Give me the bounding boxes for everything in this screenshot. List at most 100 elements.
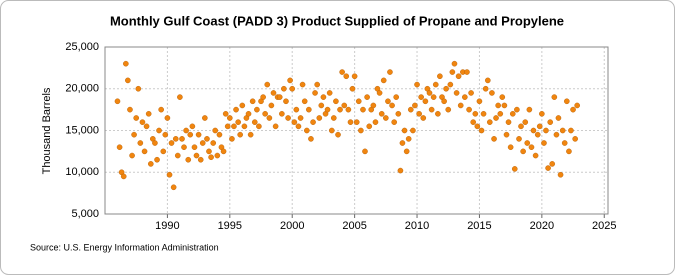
point bbox=[353, 119, 360, 125]
point bbox=[514, 106, 520, 113]
point bbox=[224, 123, 231, 130]
point bbox=[462, 94, 468, 100]
point bbox=[162, 131, 169, 138]
point bbox=[430, 94, 437, 100]
point bbox=[412, 102, 418, 109]
point bbox=[330, 115, 337, 121]
point bbox=[168, 140, 175, 146]
point bbox=[407, 106, 414, 113]
point bbox=[172, 136, 179, 142]
point bbox=[199, 140, 206, 146]
point bbox=[451, 60, 458, 67]
point bbox=[214, 152, 221, 159]
y-tick-label: 5,000 bbox=[71, 208, 99, 220]
point bbox=[222, 111, 229, 117]
point bbox=[470, 119, 477, 125]
point bbox=[391, 119, 397, 125]
point bbox=[133, 115, 140, 121]
point bbox=[283, 98, 289, 105]
point bbox=[249, 98, 256, 105]
point bbox=[358, 127, 364, 134]
point bbox=[216, 131, 223, 138]
point bbox=[285, 115, 291, 121]
x-tick-label: 2025 bbox=[592, 220, 616, 232]
point bbox=[239, 102, 246, 109]
point bbox=[518, 123, 524, 130]
point bbox=[420, 115, 427, 121]
point bbox=[231, 123, 237, 130]
point bbox=[210, 140, 217, 146]
point bbox=[195, 131, 202, 138]
point bbox=[485, 77, 491, 84]
point bbox=[437, 73, 443, 80]
point bbox=[193, 152, 200, 159]
point bbox=[507, 144, 514, 150]
point bbox=[179, 136, 185, 142]
point bbox=[414, 81, 420, 88]
point bbox=[312, 90, 318, 96]
point bbox=[399, 140, 406, 146]
point bbox=[449, 69, 456, 75]
point bbox=[318, 102, 325, 109]
point bbox=[135, 85, 142, 92]
x-tick-label: 2015 bbox=[467, 220, 491, 232]
point bbox=[526, 106, 533, 113]
point bbox=[480, 111, 487, 117]
point bbox=[337, 106, 343, 113]
chart-title: Monthly Gulf Coast (PADD 3) Product Supp… bbox=[110, 13, 564, 28]
point bbox=[127, 106, 133, 113]
point bbox=[181, 144, 187, 150]
point bbox=[482, 85, 489, 92]
point bbox=[487, 119, 493, 125]
point bbox=[395, 111, 402, 117]
point bbox=[347, 119, 354, 125]
point bbox=[478, 127, 485, 134]
point bbox=[158, 106, 164, 113]
point bbox=[389, 102, 395, 109]
point bbox=[393, 94, 399, 100]
point bbox=[397, 167, 404, 174]
point bbox=[154, 156, 160, 163]
point bbox=[125, 77, 131, 84]
point bbox=[520, 148, 526, 155]
point bbox=[543, 127, 549, 134]
point bbox=[566, 148, 572, 155]
point bbox=[557, 171, 564, 178]
point bbox=[227, 115, 233, 121]
point bbox=[524, 140, 531, 146]
point bbox=[197, 156, 204, 163]
point bbox=[441, 98, 447, 105]
point bbox=[572, 136, 578, 142]
point bbox=[466, 106, 472, 113]
point bbox=[360, 106, 366, 113]
point bbox=[474, 123, 481, 130]
point bbox=[324, 106, 331, 113]
point bbox=[148, 161, 154, 167]
point bbox=[272, 123, 279, 130]
x-tick-label: 2010 bbox=[405, 220, 429, 232]
point bbox=[509, 111, 516, 117]
point bbox=[405, 136, 412, 142]
point bbox=[233, 106, 239, 113]
point bbox=[326, 90, 333, 96]
point bbox=[183, 127, 189, 134]
point bbox=[387, 69, 393, 75]
point bbox=[297, 115, 304, 121]
point bbox=[202, 115, 208, 121]
x-tick-label: 1995 bbox=[218, 220, 242, 232]
point bbox=[328, 127, 335, 134]
point bbox=[237, 131, 243, 138]
point bbox=[491, 136, 497, 142]
point bbox=[505, 119, 512, 125]
point bbox=[372, 119, 379, 125]
point bbox=[432, 81, 439, 88]
point bbox=[511, 166, 518, 172]
point bbox=[545, 165, 551, 171]
point bbox=[530, 127, 537, 134]
point bbox=[314, 81, 320, 88]
x-tick-label: 2020 bbox=[530, 220, 554, 232]
point bbox=[380, 77, 387, 84]
point bbox=[262, 111, 268, 117]
